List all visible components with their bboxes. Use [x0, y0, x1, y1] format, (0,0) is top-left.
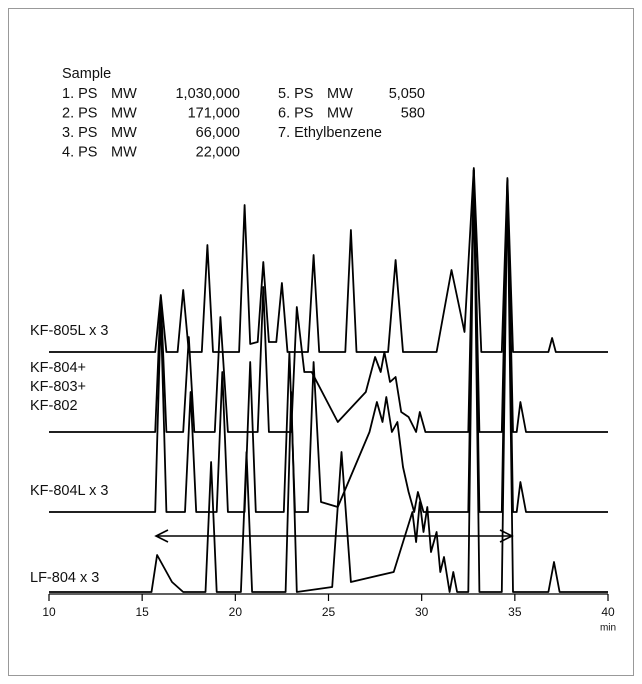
- trace-line: [49, 169, 608, 593]
- sample-value: 580: [401, 105, 425, 121]
- sample-value: 66,000: [196, 125, 240, 141]
- sample-unit: MW: [111, 86, 137, 102]
- sample-label: 6. PS: [278, 105, 313, 121]
- x-tick-label: 30: [415, 605, 429, 619]
- x-tick-label: 35: [508, 605, 522, 619]
- sample-title: Sample: [62, 66, 111, 82]
- x-tick-label: 15: [135, 605, 149, 619]
- sample-unit: MW: [111, 144, 137, 160]
- frame: [8, 8, 634, 676]
- sample-label: 2. PS: [62, 105, 97, 121]
- range-arrow: [154, 529, 514, 543]
- trace-label: KF-802: [30, 398, 78, 414]
- sample-value: 171,000: [188, 105, 240, 121]
- sample-label: 4. PS: [62, 144, 97, 160]
- sample-label: 5. PS: [278, 86, 313, 102]
- sample-unit: MW: [111, 105, 137, 121]
- sample-unit: MW: [327, 86, 353, 102]
- sample-label: 7. Ethylbenzene: [278, 125, 382, 141]
- trace-label: KF-804L x 3: [30, 483, 108, 499]
- trace-line: [49, 169, 608, 433]
- sample-unit: MW: [327, 105, 353, 121]
- sample-value: 5,050: [389, 86, 425, 102]
- x-tick-label: 10: [42, 605, 56, 619]
- x-tick-label: 20: [229, 605, 243, 619]
- sample-unit: MW: [111, 125, 137, 141]
- trace-line: [49, 167, 608, 353]
- sample-label: 3. PS: [62, 125, 97, 141]
- trace-label: KF-803+: [30, 379, 86, 395]
- x-tick-label: 25: [322, 605, 336, 619]
- trace-label: LF-804 x 3: [30, 570, 99, 586]
- x-tick-label: 40: [601, 605, 615, 619]
- trace-label: KF-805L x 3: [30, 323, 108, 339]
- trace-label: KF-804+: [30, 360, 86, 376]
- x-axis-label: min: [600, 623, 616, 634]
- sample-value: 1,030,000: [175, 86, 240, 102]
- trace-line: [49, 169, 608, 513]
- sample-label: 1. PS: [62, 86, 97, 102]
- sample-value: 22,000: [196, 144, 240, 160]
